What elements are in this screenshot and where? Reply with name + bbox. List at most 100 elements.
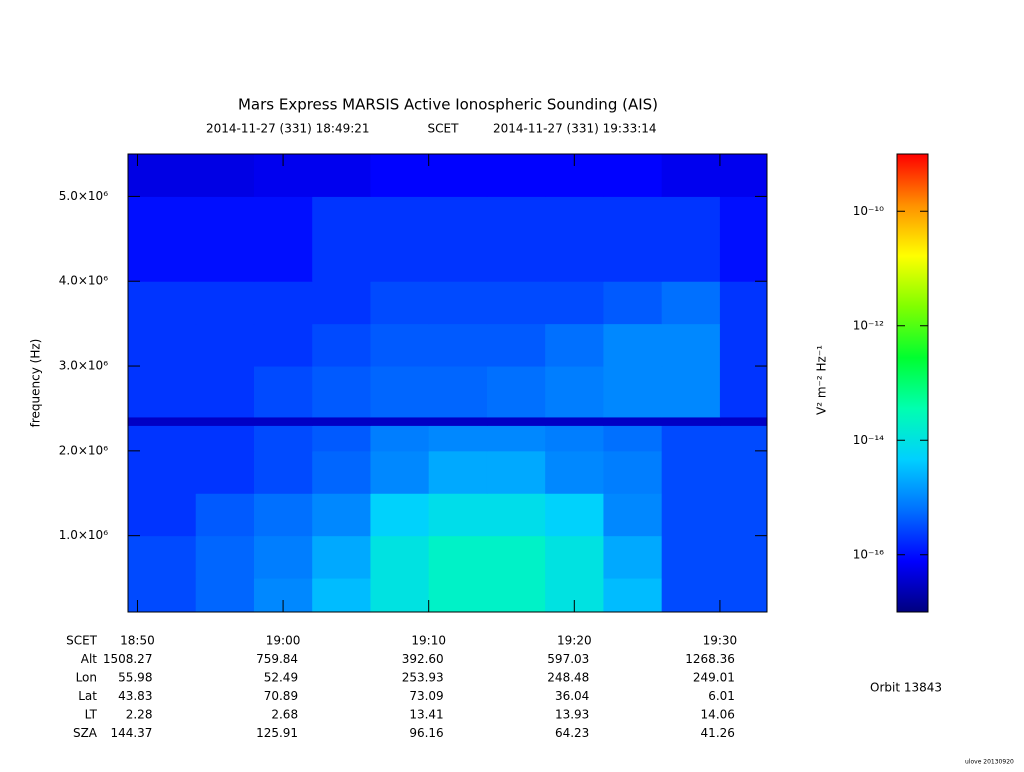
heatmap-cell [719,323,768,367]
y-tick-label: 3.0×10⁶ [59,359,108,373]
heatmap-cell [486,416,546,426]
heatmap-cell [253,493,313,537]
heatmap-cell [719,578,768,613]
heatmap-cell [128,366,197,418]
heatmap-cell [661,366,721,418]
heatmap-cell [312,493,371,537]
heatmap-cell [603,154,663,197]
heatmap-cell [312,154,371,197]
x-tick-label: 19:20 [557,634,592,648]
heatmap-cell [128,535,197,579]
heatmap-cell [370,450,430,494]
heatmap-cell [128,425,197,452]
heatmap-cell [661,425,721,452]
heatmap-cell [603,323,663,367]
y-axis-label: frequency (Hz) [29,339,43,428]
plot-frame [127,153,768,613]
heatmap-cell [486,281,546,325]
heatmap-cell [486,196,546,282]
y-tick-label: 4.0×10⁶ [59,274,108,288]
subtitle-start: 2014-11-27 (331) 18:49:21 [206,122,370,136]
heatmap-cell [195,196,255,282]
ephemeris-label: LT [85,708,98,722]
heatmap-cell [428,281,488,325]
heatmap-cell [428,323,488,367]
heatmap-cell [128,196,197,282]
heatmap-cell [603,366,663,418]
ephemeris-label: Lon [76,671,97,685]
heatmap-cell [428,535,488,579]
heatmap-cell [253,425,313,452]
colorbar [896,153,929,613]
heatmap-cell [719,535,768,579]
ephemeris-value: 249.01 [693,671,735,685]
heatmap-cell [370,416,430,426]
x-tick-label: 19:30 [703,634,738,648]
heatmap-cell [370,578,430,613]
ephemeris-value: 55.98 [118,671,152,685]
heatmap-cell [428,450,488,494]
heatmap-cell [370,535,430,579]
ephemeris-value: 96.16 [409,726,443,740]
heatmap-cell [545,281,604,325]
colorbar-label: V² m⁻² Hz⁻¹ [815,345,829,415]
heatmap-cell [253,535,313,579]
ephemeris-value: 144.37 [110,726,152,740]
heatmap-cell [195,416,255,426]
heatmap-cell [661,154,721,197]
heatmap-cell [545,323,604,367]
ephemeris-value: 253.93 [402,671,444,685]
ephemeris-value: 64.23 [555,726,589,740]
heatmap-cell [370,323,430,367]
heatmap-cell [719,416,768,426]
heatmap-cell [603,450,663,494]
heatmap-cell [312,323,371,367]
ephemeris-value: 125.91 [256,726,298,740]
orbit: Orbit 13843 [870,681,942,695]
heatmap-cell [603,535,663,579]
heatmap-cell [545,425,604,452]
heatmap-cell [719,154,768,197]
heatmap-cell [428,425,488,452]
heatmap-cell [719,493,768,537]
ephemeris-value: 14.06 [701,708,735,722]
heatmap-cell [195,366,255,418]
ephemeris-label: Lat [78,689,97,703]
heatmap-cell [603,281,663,325]
heatmap-cell [486,535,546,579]
ephemeris-value: 70.89 [264,689,298,703]
ephemeris-value: 1508.27 [103,652,153,666]
heatmap-cell [312,425,371,452]
heatmap-cell [312,578,371,613]
heatmap-cell [370,493,430,537]
heatmap-cell [195,578,255,613]
heatmap-cell [195,154,255,197]
heatmap [128,154,768,613]
colorbar-tick-label: 10⁻¹⁰ [853,204,884,218]
ephemeris-value: 6.01 [708,689,735,703]
heatmap-cell [661,493,721,537]
heatmap-cell [370,425,430,452]
ephemeris-value: 392.60 [402,652,444,666]
colorbar-tick-label: 10⁻¹⁶ [853,547,884,561]
heatmap-cell [253,416,313,426]
heatmap-cell [312,416,371,426]
heatmap-cell [486,578,546,613]
ephemeris-label: SZA [73,726,98,740]
x-tick-label: 19:00 [266,634,301,648]
heatmap-cell [661,416,721,426]
heatmap-cell [370,154,430,197]
heatmap-cell [195,535,255,579]
heatmap-cell [661,578,721,613]
heatmap-cell [719,196,768,282]
y-tick-label: 1.0×10⁶ [59,528,108,542]
ephemeris-value: 597.03 [547,652,589,666]
ephemeris-value: 43.83 [118,689,152,703]
heatmap-cell [195,450,255,494]
heatmap-cell [719,450,768,494]
ephemeris-value: 2.28 [126,708,153,722]
heatmap-cell [128,416,197,426]
heatmap-cell [195,281,255,325]
heatmap-cell [428,366,488,418]
heatmap-cell [312,535,371,579]
